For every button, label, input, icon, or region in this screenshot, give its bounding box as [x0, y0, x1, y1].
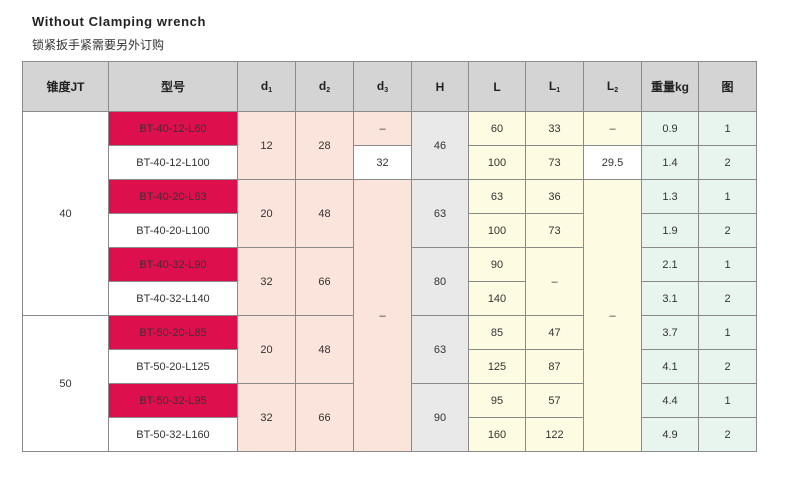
weight-cell: 1.9 [641, 213, 699, 248]
table-row: BT-40-12-L100 32 100 73 29.5 1.4 2 [23, 145, 757, 180]
header-fig: 图 [698, 61, 757, 112]
l1-cell: 87 [525, 349, 584, 384]
model-cell: BT-50-32-L95 [108, 383, 238, 418]
header-d2: d2 [295, 61, 354, 112]
l2-cell: 29.5 [583, 145, 642, 180]
l-cell: 100 [468, 145, 526, 180]
l1-cell: 57 [525, 383, 584, 418]
taper-cell: 40 [22, 111, 109, 316]
h-cell: 46 [411, 111, 469, 180]
weight-cell: 4.1 [641, 349, 699, 384]
l-cell: 60 [468, 111, 526, 146]
h-cell: 63 [411, 179, 469, 248]
header-d1: d1 [237, 61, 296, 112]
weight-cell: 3.1 [641, 281, 699, 316]
d1-cell: 12 [237, 111, 296, 180]
d2-cell: 48 [295, 179, 354, 248]
l1-cell: 36 [525, 179, 584, 214]
weight-cell: 4.9 [641, 417, 699, 452]
d3-cell: – [353, 179, 412, 452]
fig-cell: 2 [698, 281, 757, 316]
d3-cell: – [353, 111, 412, 146]
table-row: BT-40-20-L100 100 73 1.9 2 [23, 213, 757, 248]
header-l1: L1 [525, 61, 584, 112]
l2-cell: – [583, 111, 642, 146]
d2-cell: 28 [295, 111, 354, 180]
header-row: 锥度JT 型号 d1 d2 d3 H L L1 L2 重量kg 图 [22, 61, 757, 112]
fig-cell: 2 [698, 349, 757, 384]
l-cell: 160 [468, 417, 526, 452]
l1-cell: 33 [525, 111, 584, 146]
taper-cell: 50 [22, 315, 109, 452]
weight-cell: 2.1 [641, 247, 699, 282]
fig-cell: 2 [698, 145, 757, 180]
model-cell: BT-40-32-L140 [108, 281, 238, 316]
weight-cell: 1.3 [641, 179, 699, 214]
table-row: BT-50-32-L95 32 66 90 95 57 4.4 1 [23, 383, 757, 452]
fig-cell: 2 [698, 213, 757, 248]
spec-table: 锥度JT 型号 d1 d2 d3 H L L1 L2 重量kg 图 40 BT-… [22, 61, 757, 452]
fig-cell: 1 [698, 383, 757, 418]
page-title: Without Clamping wrench [32, 14, 207, 29]
h-cell: 90 [411, 383, 469, 452]
l-cell: 140 [468, 281, 526, 316]
l1-cell: 122 [525, 417, 584, 452]
l1-cell: 73 [525, 213, 584, 248]
l1-cell: 73 [525, 145, 584, 180]
model-cell: BT-50-32-L160 [108, 417, 238, 452]
l-cell: 95 [468, 383, 526, 418]
weight-cell: 4.4 [641, 383, 699, 418]
h-cell: 80 [411, 247, 469, 316]
header-l: L [468, 61, 526, 112]
fig-cell: 1 [698, 111, 757, 146]
d3-cell: 32 [353, 145, 412, 180]
table-row: BT-50-20-L125 125 87 4.1 2 [23, 349, 757, 384]
l-cell: 85 [468, 315, 526, 350]
header-model: 型号 [108, 61, 238, 112]
d1-cell: 20 [237, 315, 296, 384]
table-row: BT-40-32-L140 140 3.1 2 [23, 281, 757, 316]
fig-cell: 1 [698, 179, 757, 214]
header-weight: 重量kg [641, 61, 699, 112]
header-taper: 锥度JT [22, 61, 109, 112]
header-h: H [411, 61, 469, 112]
l-cell: 63 [468, 179, 526, 214]
table-row: 50 BT-50-20-L85 20 48 63 85 47 3.7 1 [22, 315, 757, 452]
model-cell: BT-40-20-L100 [108, 213, 238, 248]
model-cell: BT-40-20-L63 [108, 179, 238, 214]
model-cell: BT-50-20-L125 [108, 349, 238, 384]
l1-cell: 47 [525, 315, 584, 350]
fig-cell: 1 [698, 247, 757, 282]
header-d3: d3 [353, 61, 412, 112]
model-cell: BT-40-32-L90 [108, 247, 238, 282]
d2-cell: 66 [295, 383, 354, 452]
d2-cell: 66 [295, 247, 354, 316]
d2-cell: 48 [295, 315, 354, 384]
fig-cell: 1 [698, 315, 757, 350]
l2-cell: – [583, 179, 642, 452]
fig-cell: 2 [698, 417, 757, 452]
d1-cell: 20 [237, 179, 296, 248]
h-cell: 63 [411, 315, 469, 384]
l-cell: 90 [468, 247, 526, 282]
l1-cell: – [525, 247, 584, 316]
table-row: BT-40-20-L63 20 48 – 63 63 36 – 1.3 1 [23, 179, 757, 452]
model-cell: BT-40-12-L60 [108, 111, 238, 146]
weight-cell: 3.7 [641, 315, 699, 350]
table-row: BT-50-32-L160 160 122 4.9 2 [23, 417, 757, 452]
header-l2: L2 [583, 61, 642, 112]
page-subtitle: 锁紧扳手紧需要另外订购 [32, 38, 165, 52]
model-cell: BT-40-12-L100 [108, 145, 238, 180]
weight-cell: 0.9 [641, 111, 699, 146]
model-cell: BT-50-20-L85 [108, 315, 238, 350]
l-cell: 100 [468, 213, 526, 248]
weight-cell: 1.4 [641, 145, 699, 180]
d1-cell: 32 [237, 247, 296, 316]
table-row: 40 BT-40-12-L60 12 28 – 46 60 33 – 0.9 1 [22, 111, 757, 316]
d1-cell: 32 [237, 383, 296, 452]
l-cell: 125 [468, 349, 526, 384]
